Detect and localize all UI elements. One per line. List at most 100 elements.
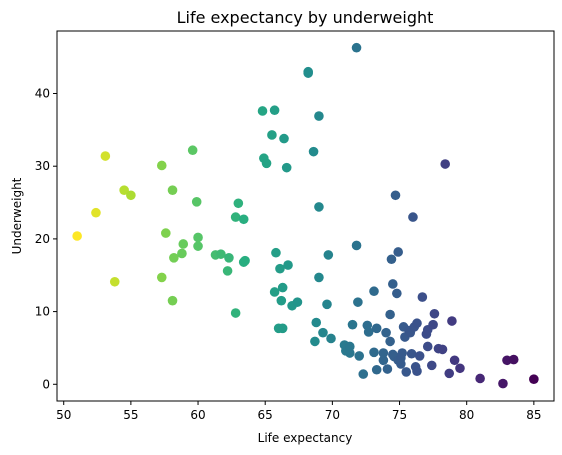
x-tick-label: 80 (459, 408, 474, 422)
data-point (455, 363, 465, 374)
data-point (412, 318, 422, 329)
data-point (91, 207, 101, 218)
data-point (392, 288, 402, 299)
data-point (378, 355, 389, 366)
data-point (449, 355, 460, 366)
data-point (283, 260, 293, 270)
data-point (126, 190, 136, 201)
x-tick-label: 50 (56, 408, 71, 422)
data-point (308, 146, 319, 157)
plot-area-frame (56, 30, 555, 402)
y-tick-label: 0 (42, 377, 50, 391)
data-point (388, 279, 398, 289)
data-point (240, 255, 250, 266)
data-point (426, 360, 437, 371)
data-points (72, 42, 539, 389)
data-point (275, 263, 285, 274)
data-point (508, 354, 519, 365)
data-point (347, 319, 358, 330)
data-point (216, 249, 226, 259)
data-point (378, 348, 389, 358)
data-point (161, 228, 171, 238)
data-point (385, 336, 395, 347)
x-axis: 50 55 60 65 70 75 80 85 (56, 401, 541, 422)
data-point (271, 247, 281, 258)
y-axis: 0 10 20 30 40 (35, 87, 57, 391)
data-point (369, 286, 379, 297)
data-point (156, 272, 167, 283)
data-point (310, 336, 320, 347)
data-point (311, 317, 322, 328)
data-point (386, 254, 397, 265)
data-point (363, 327, 374, 337)
y-tick-label: 10 (35, 305, 50, 319)
data-point (238, 214, 249, 225)
data-point (447, 316, 457, 326)
data-point (303, 68, 313, 78)
data-point (345, 348, 355, 358)
data-point (390, 190, 401, 201)
data-point (371, 323, 382, 334)
y-axis-label: Underweight (10, 177, 24, 254)
data-point (406, 348, 417, 359)
data-point (261, 158, 272, 169)
y-tick-label: 20 (35, 232, 50, 246)
y-tick-label: 40 (35, 87, 50, 101)
x-tick-label: 55 (123, 408, 138, 422)
data-point (326, 333, 336, 344)
data-point (440, 159, 450, 169)
data-point (156, 160, 167, 171)
data-point (422, 341, 433, 352)
data-point (100, 151, 111, 161)
data-point (267, 130, 277, 140)
data-point (401, 367, 412, 377)
data-point (498, 378, 508, 389)
data-point (429, 308, 440, 319)
x-tick-label: 65 (258, 408, 273, 422)
data-point (417, 292, 428, 302)
data-point (371, 364, 382, 375)
data-point (292, 297, 303, 307)
data-point (475, 373, 485, 384)
data-point (314, 272, 324, 283)
data-point (193, 241, 203, 251)
data-point (277, 323, 288, 334)
data-point (314, 202, 324, 212)
data-point (119, 185, 129, 195)
data-point (414, 351, 425, 361)
data-point (178, 239, 189, 249)
data-point (167, 295, 178, 306)
data-point (314, 111, 324, 121)
data-point (358, 369, 369, 379)
data-point (529, 374, 539, 384)
data-point (437, 344, 448, 355)
data-point (351, 240, 362, 251)
chart-title: Life expectancy by underweight (177, 8, 434, 27)
data-point (191, 197, 202, 207)
data-point (187, 145, 198, 156)
x-tick-label: 75 (392, 408, 407, 422)
data-point (354, 351, 365, 361)
data-point (109, 276, 120, 287)
data-point (269, 287, 280, 297)
x-tick-label: 85 (526, 408, 541, 422)
data-point (169, 252, 179, 263)
data-point (393, 247, 403, 257)
data-point (397, 348, 408, 358)
data-point (269, 105, 280, 116)
data-point (385, 309, 395, 320)
data-point (72, 231, 82, 241)
data-point (318, 327, 328, 338)
data-point (233, 198, 244, 209)
x-axis-label: Life expectancy (258, 431, 353, 445)
data-point (257, 106, 268, 116)
x-tick-label: 70 (325, 408, 340, 422)
data-point (444, 368, 455, 379)
data-point (193, 232, 203, 243)
data-point (322, 299, 332, 310)
data-point (381, 327, 391, 338)
data-point (281, 162, 292, 173)
data-point (408, 212, 418, 222)
data-point (167, 185, 178, 195)
